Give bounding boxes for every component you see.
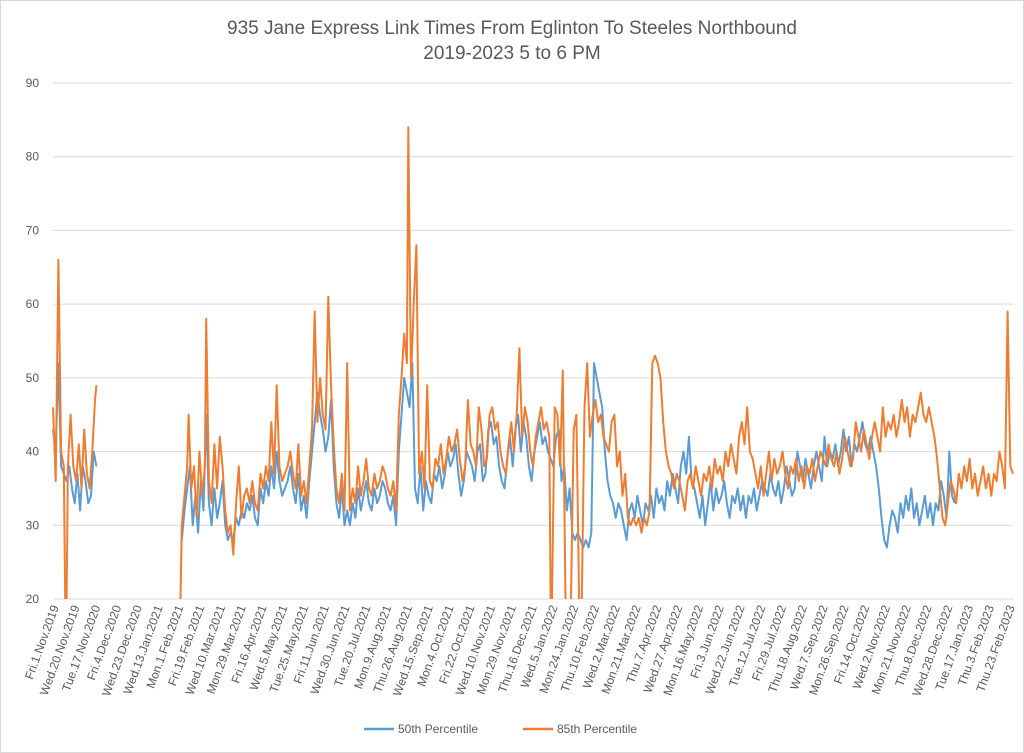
- series-line-segment: [179, 126, 552, 600]
- gridlines: [53, 82, 1013, 600]
- y-tick-label: 30: [26, 518, 40, 532]
- legend-label-85th: 85th Percentile: [557, 722, 637, 736]
- series-line-segment: [551, 369, 567, 600]
- series-85th-percentile: [52, 126, 1014, 600]
- legend: 50th Percentile 85th Percentile: [364, 722, 637, 736]
- y-tick-label: 80: [26, 150, 40, 164]
- series-layer: [52, 126, 1014, 600]
- chart-title-line2: 2019-2023 5 to 6 PM: [423, 43, 600, 64]
- legend-label-50th: 50th Percentile: [398, 722, 478, 736]
- y-tick-label: 90: [26, 76, 40, 90]
- y-tick-label: 70: [26, 223, 40, 237]
- series-line-segment: [580, 310, 1014, 600]
- series-line-segment: [570, 413, 581, 600]
- chart-title-line1: 935 Jane Express Link Times From Eglinto…: [227, 18, 797, 39]
- x-axis-ticks: Fri.1.Nov.2019Wed.20.Nov.2019Tue.17.Nov.…: [22, 603, 1018, 698]
- series-line-segment: [52, 258, 67, 600]
- y-tick-label: 50: [26, 371, 40, 385]
- y-tick-label: 60: [26, 297, 40, 311]
- series-line-segment: [65, 385, 98, 600]
- series-line-segment: [180, 362, 956, 549]
- y-tick-label: 40: [26, 445, 40, 459]
- y-axis-ticks: 20 30 40 50 60 70 80 90: [26, 76, 40, 606]
- y-tick-label: 20: [26, 592, 40, 606]
